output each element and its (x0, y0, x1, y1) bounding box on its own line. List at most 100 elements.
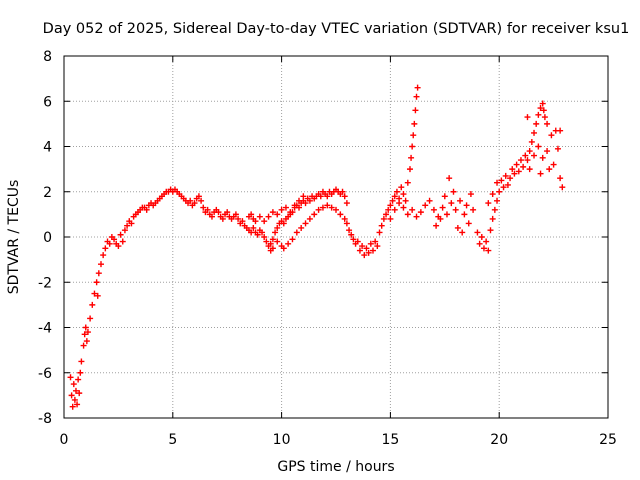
data-point (75, 376, 82, 383)
data-point (269, 245, 276, 252)
data-point (261, 218, 268, 225)
data-point (317, 193, 324, 200)
data-point (544, 120, 551, 127)
data-point (285, 240, 292, 247)
data-point (341, 215, 348, 222)
data-point (463, 202, 470, 209)
data-point (404, 179, 411, 186)
data-point (528, 138, 535, 145)
data-point (70, 381, 77, 388)
data-point (254, 231, 261, 238)
data-point (483, 238, 490, 245)
data-point (500, 184, 507, 191)
data-point (356, 247, 363, 254)
data-point (84, 329, 91, 336)
data-point (274, 238, 281, 245)
data-point (404, 211, 411, 218)
data-point (339, 188, 346, 195)
data-point (94, 292, 101, 299)
data-point (74, 401, 81, 408)
data-point (100, 252, 107, 259)
y-tick-label: -2 (38, 275, 52, 291)
data-point (302, 220, 309, 227)
data-point (426, 197, 433, 204)
data-point (267, 240, 274, 247)
data-point (95, 270, 102, 277)
data-point (224, 209, 231, 216)
data-point (324, 202, 331, 209)
data-point (117, 231, 124, 238)
data-point (348, 231, 355, 238)
data-point (128, 220, 135, 227)
data-point (359, 243, 366, 250)
data-point (546, 166, 553, 173)
data-point (494, 179, 501, 186)
data-point (315, 206, 322, 213)
data-point (550, 161, 557, 168)
data-point (417, 209, 424, 216)
data-point (443, 211, 450, 218)
data-point (280, 220, 287, 227)
data-point (412, 107, 419, 114)
data-point (461, 211, 468, 218)
data-point (544, 148, 551, 155)
data-point (269, 236, 276, 243)
data-point (354, 238, 361, 245)
x-tick-label: 15 (381, 432, 399, 448)
y-tick-label: 6 (43, 94, 52, 110)
data-point (302, 200, 309, 207)
data-point (398, 184, 405, 191)
data-point (511, 170, 518, 177)
x-tick-label: 0 (60, 432, 69, 448)
data-point (263, 238, 270, 245)
data-point (400, 191, 407, 198)
data-point (93, 279, 100, 286)
data-point (485, 200, 492, 207)
data-point (430, 206, 437, 213)
data-point (119, 238, 126, 245)
data-point (448, 200, 455, 207)
data-point (406, 166, 413, 173)
data-point (414, 84, 421, 91)
grid-layer (64, 56, 608, 418)
data-point (498, 177, 505, 184)
data-point (554, 145, 561, 152)
data-point (454, 224, 461, 231)
data-point (195, 193, 202, 200)
data-point (102, 245, 109, 252)
data-point (87, 315, 94, 322)
y-axis-label: SDTVAR / TECUs (6, 180, 22, 295)
data-point (470, 206, 477, 213)
data-point (80, 342, 87, 349)
data-point (557, 127, 564, 134)
y-tick-label: 2 (43, 185, 52, 201)
data-point (239, 218, 246, 225)
data-point (487, 227, 494, 234)
x-axis-label: GPS time / hours (277, 459, 394, 475)
x-tick-label: 20 (490, 432, 508, 448)
data-point (298, 224, 305, 231)
data-point (504, 181, 511, 188)
data-point (513, 161, 520, 168)
data-point (450, 188, 457, 195)
data-point (457, 197, 464, 204)
tick-label-layer: 0 5 10 15 20 25 -8 -6 -4 -2 0 2 4 6 8 (38, 49, 617, 448)
x-tick-label: 10 (273, 432, 291, 448)
data-point (81, 331, 88, 338)
data-point (374, 243, 381, 250)
data-point (557, 175, 564, 182)
data-point (441, 193, 448, 200)
data-point (250, 224, 257, 231)
data-point (509, 166, 516, 173)
data-point (496, 188, 503, 195)
data-point (478, 234, 485, 240)
data-point (82, 324, 89, 331)
data-point (515, 168, 522, 175)
y-tick-label: -6 (38, 366, 52, 382)
data-point (76, 390, 83, 397)
data-point (531, 152, 538, 159)
data-point (378, 222, 385, 229)
data-point (77, 369, 84, 376)
data-point (143, 206, 150, 213)
